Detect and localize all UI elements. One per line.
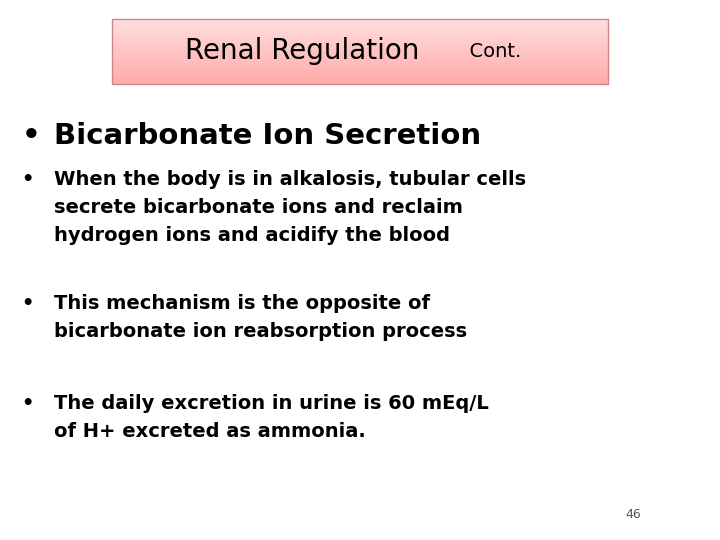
Bar (112, 22, 608, 23)
Bar (112, 61, 608, 62)
Bar (112, 23, 608, 24)
Text: •: • (22, 122, 40, 150)
Text: The daily excretion in urine is 60 mEq/L: The daily excretion in urine is 60 mEq/L (54, 394, 489, 413)
Bar (112, 28, 608, 29)
Bar (112, 83, 608, 84)
Bar (112, 33, 608, 34)
Bar (112, 44, 608, 45)
Bar (112, 19, 608, 20)
Bar (112, 62, 608, 63)
Bar (112, 59, 608, 60)
Bar (112, 24, 608, 25)
Bar (112, 46, 608, 47)
Bar (112, 25, 608, 26)
Bar (112, 78, 608, 79)
Bar (112, 20, 608, 21)
Bar (112, 58, 608, 59)
Bar (112, 40, 608, 42)
Bar (112, 73, 608, 74)
Text: Renal Regulation: Renal Regulation (185, 37, 420, 65)
Bar (112, 65, 608, 66)
Bar (112, 64, 608, 65)
Bar (112, 56, 608, 57)
Bar (112, 43, 608, 44)
Bar (112, 51, 608, 52)
Bar (112, 70, 608, 71)
Text: Bicarbonate Ion Secretion: Bicarbonate Ion Secretion (54, 122, 481, 150)
Text: bicarbonate ion reabsorption process: bicarbonate ion reabsorption process (54, 322, 467, 341)
Text: hydrogen ions and acidify the blood: hydrogen ions and acidify the blood (54, 226, 450, 245)
Text: secrete bicarbonate ions and reclaim: secrete bicarbonate ions and reclaim (54, 198, 463, 217)
Text: This mechanism is the opposite of: This mechanism is the opposite of (54, 294, 430, 313)
Bar (112, 26, 608, 28)
Bar (112, 32, 608, 33)
Text: of H+ excreted as ammonia.: of H+ excreted as ammonia. (54, 422, 366, 441)
Bar (112, 49, 608, 50)
Bar (112, 53, 608, 55)
Bar (112, 66, 608, 68)
Bar (112, 71, 608, 72)
Bar (112, 52, 608, 53)
Bar (112, 60, 608, 61)
Bar (112, 42, 608, 43)
Bar (112, 34, 608, 35)
Bar (112, 55, 608, 56)
Bar (112, 77, 608, 78)
Bar (112, 80, 608, 82)
Bar (112, 37, 608, 38)
Bar (112, 69, 608, 70)
Bar (112, 48, 608, 49)
Bar (112, 38, 608, 39)
Text: Cont.: Cont. (457, 42, 521, 61)
Bar (112, 79, 608, 80)
Bar (112, 47, 608, 48)
Bar (112, 76, 608, 77)
Bar (112, 75, 608, 76)
Bar (112, 68, 608, 69)
Bar (112, 82, 608, 83)
Text: 46: 46 (626, 508, 642, 521)
Bar (112, 72, 608, 73)
Bar (112, 39, 608, 40)
Bar (112, 36, 608, 37)
Bar (112, 30, 608, 31)
Bar (112, 74, 608, 75)
Text: When the body is in alkalosis, tubular cells: When the body is in alkalosis, tubular c… (54, 170, 526, 189)
Text: •: • (22, 170, 34, 189)
Bar (112, 21, 608, 22)
Text: •: • (22, 394, 34, 413)
Text: •: • (22, 294, 34, 313)
Bar (112, 29, 608, 30)
Bar (112, 45, 608, 46)
Bar (112, 35, 608, 36)
Bar (112, 57, 608, 58)
Bar (112, 63, 608, 64)
Bar (112, 31, 608, 32)
Bar (112, 50, 608, 51)
